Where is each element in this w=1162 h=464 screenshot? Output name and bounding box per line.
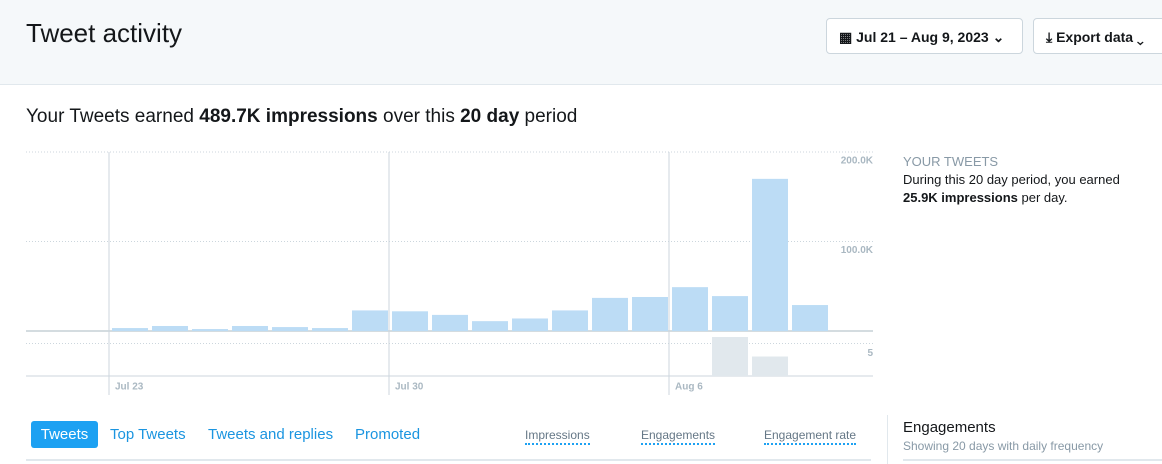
metric-sort[interactable]: Impressions <box>525 428 590 445</box>
bar <box>712 296 748 331</box>
x-tick-label: Jul 30 <box>395 382 424 393</box>
bar <box>272 327 308 331</box>
metric-sort[interactable]: Engagement rate <box>764 428 857 445</box>
metric-sort[interactable]: Engagements <box>641 428 716 445</box>
summary-impressions: 489.7K impressions <box>199 106 378 127</box>
bar <box>672 287 708 331</box>
divider <box>903 459 1162 461</box>
x-tick-label: Aug 6 <box>675 382 703 393</box>
chart: 100.0K 200.0K 5 Jul 23 Jul 30 Aug 6 <box>26 151 874 395</box>
panel-title: Engagements <box>903 419 996 436</box>
bar <box>352 310 388 331</box>
bar <box>392 311 428 331</box>
bar <box>592 297 628 331</box>
date-range: Jul 21 – Aug 9, 2023 <box>856 29 989 45</box>
summary-text: over this <box>383 106 455 127</box>
y-tick-label: 200.0K <box>841 156 874 167</box>
bar <box>312 328 348 331</box>
summary-text: period <box>524 106 578 127</box>
bar <box>752 178 788 331</box>
bar <box>232 325 268 331</box>
bar <box>752 356 788 376</box>
export-button[interactable]: ⤓ Export data ⌄ <box>1033 18 1162 54</box>
divider <box>26 459 871 461</box>
bar <box>632 296 668 331</box>
bar <box>512 318 548 331</box>
side-rate-suffix: per day. <box>1021 190 1068 205</box>
tab[interactable]: Tweets <box>31 421 98 448</box>
date-range-button[interactable]: ▦ Jul 21 – Aug 9, 2023 ⌄ <box>826 18 1023 54</box>
side-rate: 25.9K impressions per day. <box>903 190 1068 205</box>
panel-subtitle: Showing 20 days with daily frequency <box>903 439 1104 453</box>
side-rate-value: 25.9K impressions <box>903 190 1018 205</box>
header: Tweet activity ▦ Jul 21 – Aug 9, 2023 ⌄ … <box>0 0 1162 85</box>
x-tick-label: Jul 23 <box>115 382 144 393</box>
bar <box>432 314 468 331</box>
divider <box>887 415 888 464</box>
bar <box>792 305 828 331</box>
side-text: During this 20 day period, you earned <box>903 172 1120 187</box>
bar <box>192 329 228 331</box>
tab[interactable]: Promoted <box>355 426 421 443</box>
bar <box>472 321 508 331</box>
summary-period: 20 day <box>460 106 520 127</box>
bar <box>152 325 188 331</box>
export-label: Export data <box>1056 29 1134 45</box>
tab[interactable]: Tweets and replies <box>208 426 334 443</box>
bar <box>112 328 148 331</box>
y2-tick-label: 5 <box>867 348 873 359</box>
summary: Your Tweets earned 489.7K impressions ov… <box>26 106 577 128</box>
page-title: Tweet activity <box>26 18 183 48</box>
bar <box>712 337 748 376</box>
summary-text: Your Tweets earned <box>26 106 194 127</box>
tab[interactable]: Top Tweets <box>110 426 186 443</box>
bar <box>552 310 588 331</box>
y-tick-label: 100.0K <box>841 245 874 256</box>
side-heading: YOUR TWEETS <box>903 154 999 169</box>
